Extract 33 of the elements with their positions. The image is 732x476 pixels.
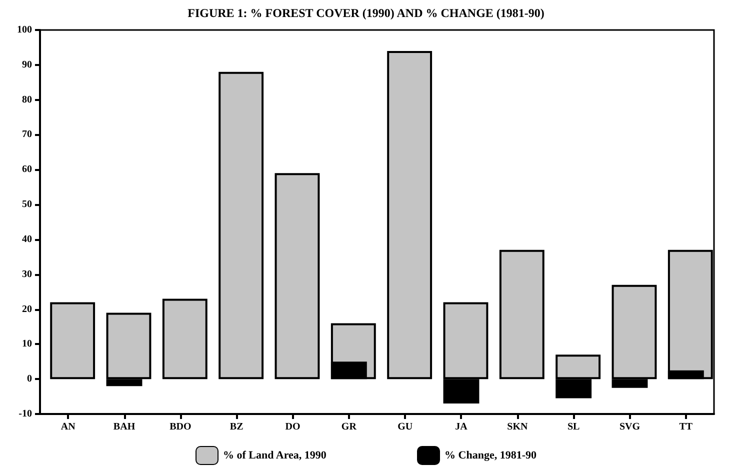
bar xyxy=(499,250,544,380)
x-tick-label: AN xyxy=(60,422,76,432)
x-tick-label: SKN xyxy=(507,422,528,432)
bar xyxy=(162,298,208,380)
x-tick-label: GU xyxy=(398,422,413,432)
y-tick-label: 40 xyxy=(22,234,32,245)
y-tick-label: 30 xyxy=(22,268,32,280)
x-tick-label: BDO xyxy=(170,422,192,432)
y-tick-label: 10 xyxy=(22,338,32,350)
bar xyxy=(50,302,96,380)
x-tick-label: SVG xyxy=(619,422,640,432)
y-tick-label: 20 xyxy=(22,304,32,315)
x-tick-label: SL xyxy=(567,422,580,432)
y-tick-label: 90 xyxy=(22,59,32,70)
x-tick-label: DO xyxy=(285,422,300,432)
bar xyxy=(274,173,320,380)
bar xyxy=(218,72,264,380)
x-tick-label: BZ xyxy=(230,422,244,432)
legend-label: % Change, 1981-90 xyxy=(444,450,537,462)
y-tick-label: 50 xyxy=(22,199,32,210)
y-tick-label: 70 xyxy=(22,129,32,140)
chart-title: FIGURE 1: % FOREST COVER (1990) AND % CHANGE (1981-90) xyxy=(188,6,544,20)
y-tick-label: -10 xyxy=(18,408,32,420)
y-tick-label: 100 xyxy=(17,24,32,36)
y-tick-label: 60 xyxy=(22,164,32,176)
x-tick-label: BAH xyxy=(113,422,136,432)
legend-label: % of Land Area, 1990 xyxy=(223,450,327,462)
y-tick-label: 80 xyxy=(22,94,32,106)
bar xyxy=(387,50,432,380)
x-tick-label: TT xyxy=(679,422,693,432)
y-tick-label: 0 xyxy=(27,374,32,385)
x-tick-label: GR xyxy=(341,422,358,432)
x-tick-label: JA xyxy=(455,422,468,432)
